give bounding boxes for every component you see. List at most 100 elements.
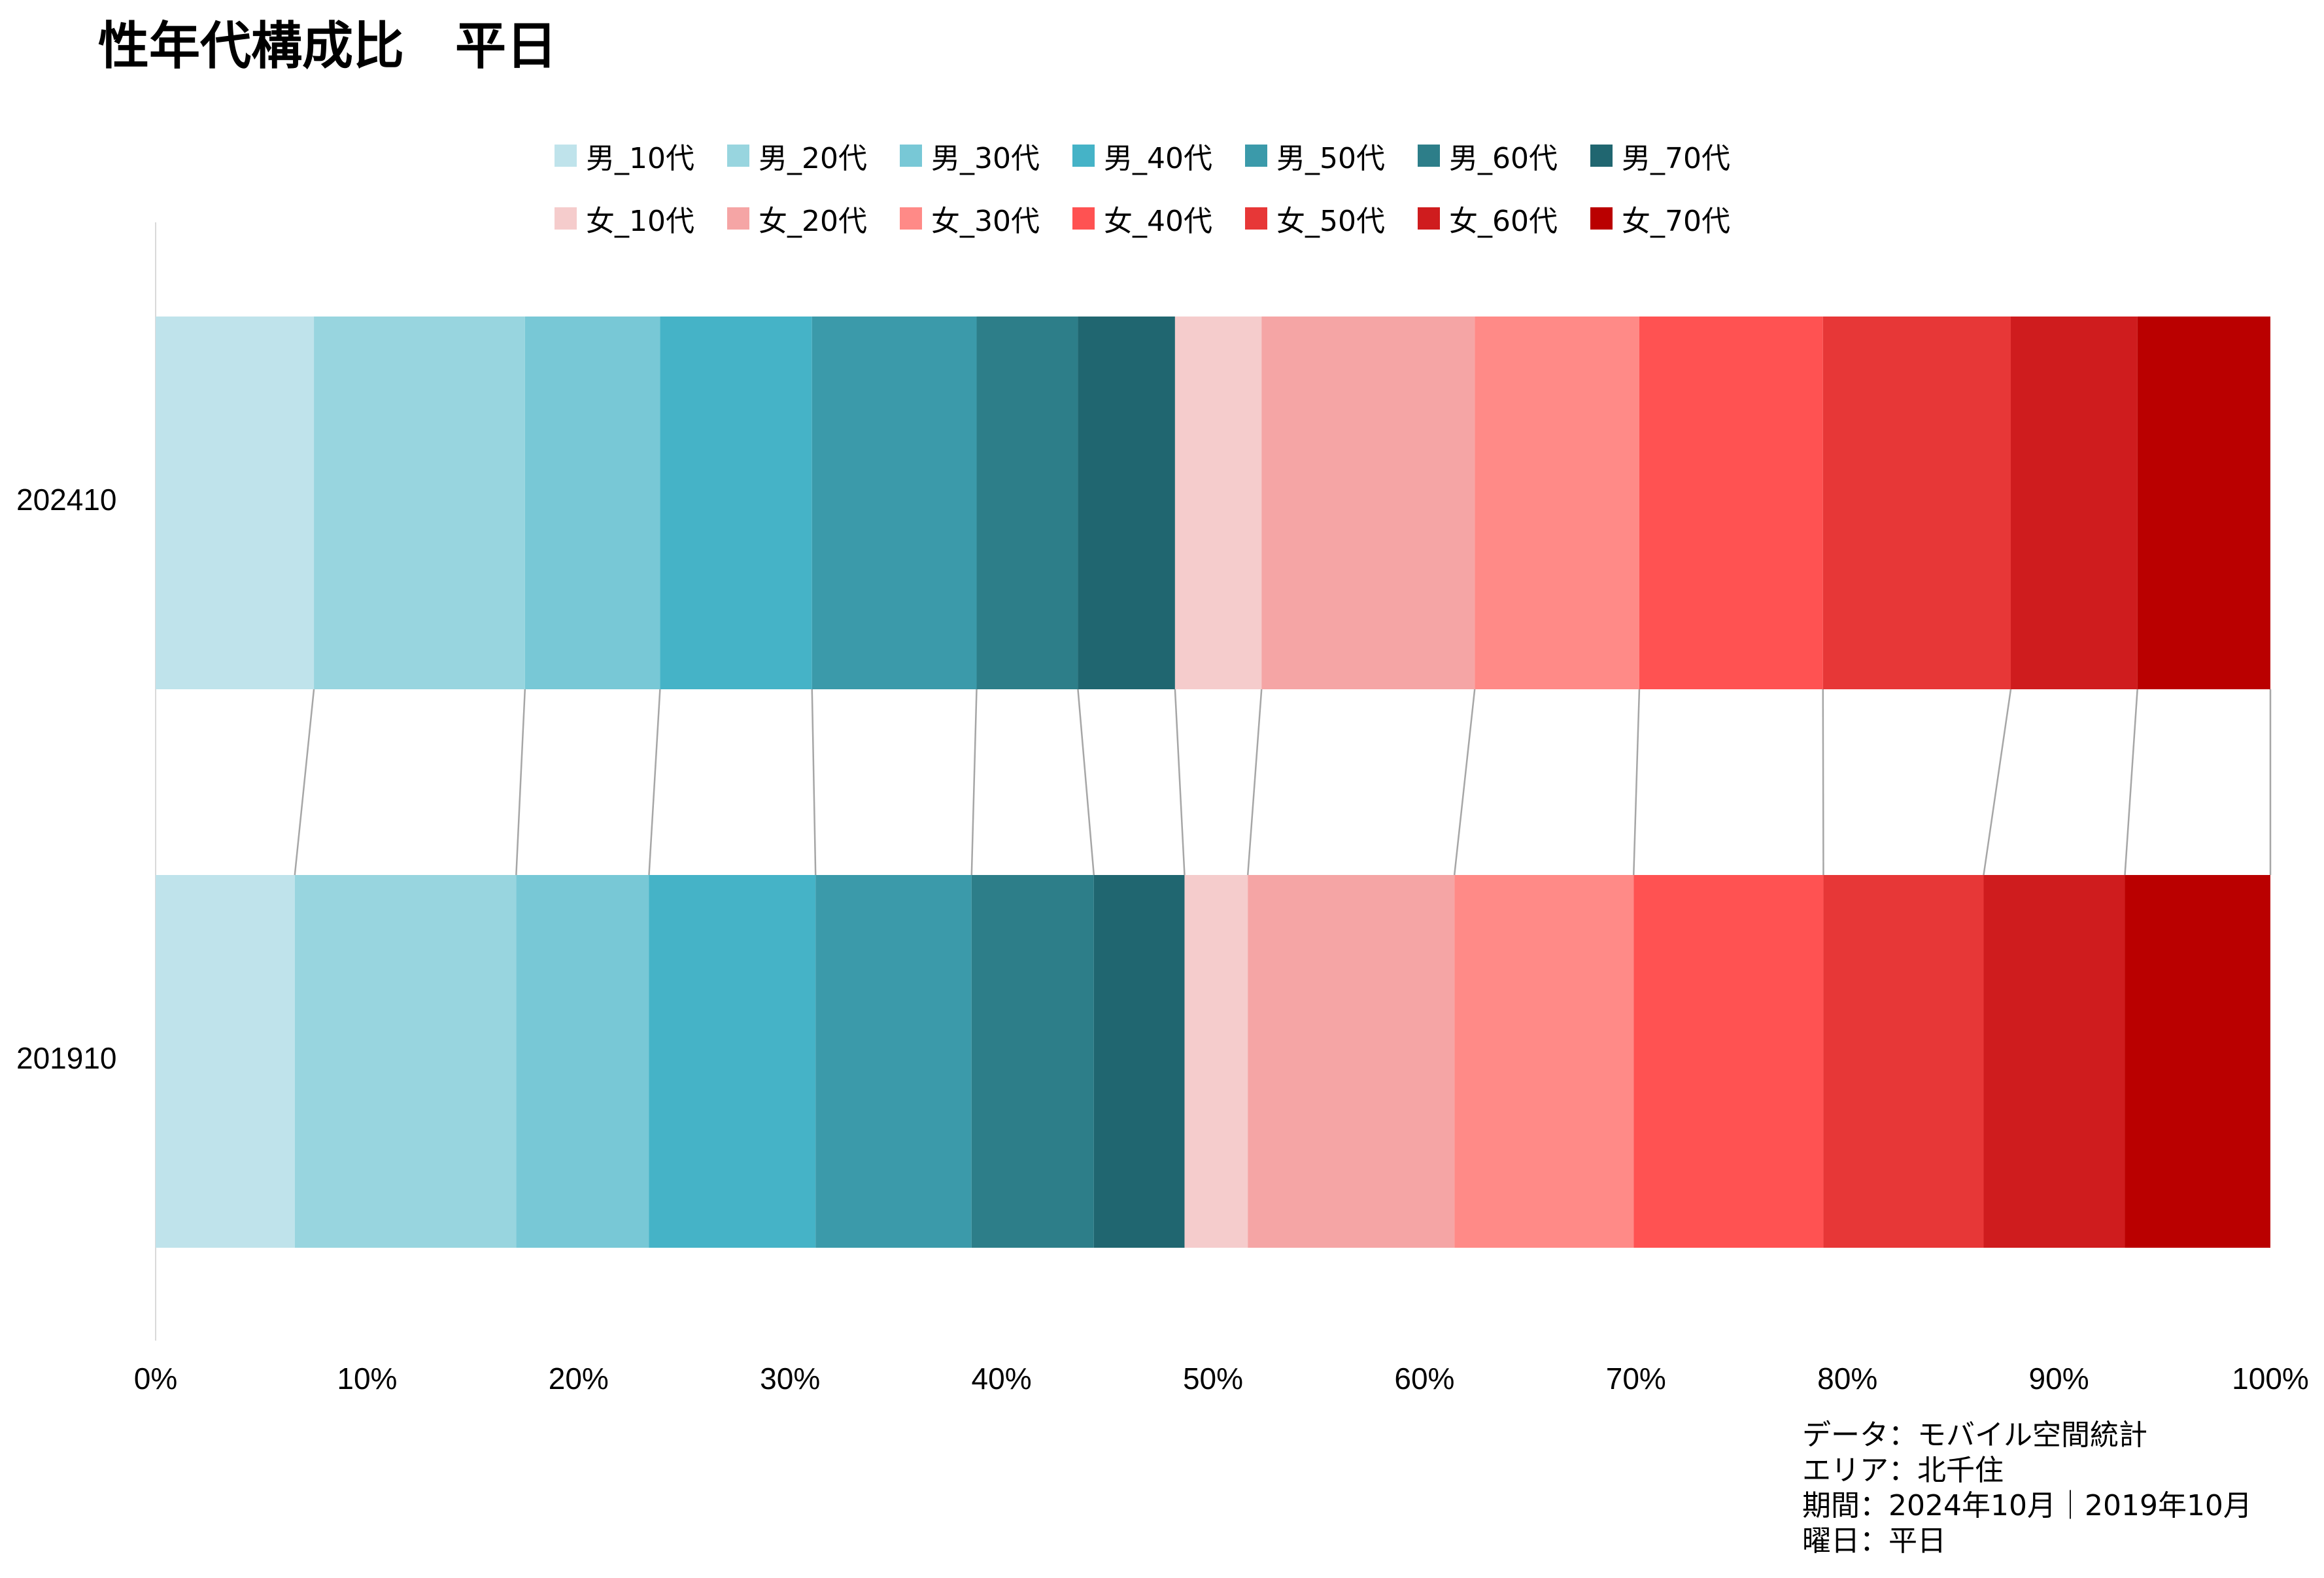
bar-segment-202410-1: [156, 317, 315, 689]
legend-swatch: [1418, 207, 1440, 230]
x-tick-label-3: 30%: [760, 1362, 820, 1396]
connector-line-7: [1174, 689, 1186, 876]
connector-line-3: [648, 689, 661, 876]
bar-segment-201910-9: [1248, 875, 1455, 1248]
bar-segment-201910-2: [294, 875, 517, 1248]
bar-segment-202410-9: [1261, 317, 1475, 689]
legend-item-14: 女_70代: [1590, 197, 1763, 239]
x-tick-label-6: 60%: [1394, 1362, 1454, 1396]
legend-item-4: 男_40代: [1072, 135, 1245, 177]
bar-segment-201910-10: [1454, 875, 1634, 1248]
bar-segment-201910-5: [815, 875, 972, 1248]
legend-item-10: 女_30代: [900, 197, 1072, 239]
caption-data-source: データ：モバイル空間統計: [1802, 1418, 2147, 1452]
bar-segment-202410-14: [2137, 317, 2270, 689]
legend-label: 女_70代: [1622, 205, 1730, 238]
legend-swatch: [900, 207, 922, 230]
legend-label: 女_60代: [1449, 205, 1558, 238]
legend-swatch: [1245, 145, 1267, 167]
legend-item-1: 男_10代: [555, 135, 727, 177]
x-tick-label-10: 100%: [2232, 1362, 2309, 1396]
legend: 男_10代 男_20代 男_30代 男_40代 男_50代 男_60代 男_70代 女_10…: [555, 124, 1763, 250]
connector-line-9: [1453, 689, 1476, 876]
bar-segment-201910-4: [649, 875, 816, 1248]
bar-segment-202410-13: [2011, 317, 2138, 689]
legend-label: 男_70代: [1622, 142, 1730, 175]
legend-item-12: 女_50代: [1245, 197, 1418, 239]
legend-swatch: [1418, 145, 1440, 167]
connector-line-2: [515, 689, 526, 876]
legend-swatch: [727, 145, 749, 167]
bar-segment-201910-13: [1983, 875, 2125, 1248]
caption-weekday: 曜日：平日: [1802, 1524, 1946, 1558]
legend-item-3: 男_30代: [900, 135, 1072, 177]
x-tick-label-2: 20%: [549, 1362, 609, 1396]
x-tick-label-4: 40%: [972, 1362, 1032, 1396]
legend-swatch: [1590, 145, 1613, 167]
legend-item-5: 男_50代: [1245, 135, 1418, 177]
legend-label: 女_10代: [586, 205, 694, 238]
bar-segment-201910-3: [516, 875, 649, 1248]
bar-segment-202410-12: [1822, 317, 2011, 689]
connector-line-5: [970, 689, 978, 876]
bar-segment-201910-6: [971, 875, 1094, 1248]
legend-item-2: 男_20代: [727, 135, 900, 177]
x-tick-label-7: 70%: [1606, 1362, 1666, 1396]
caption-period: 期間：2024年10月｜2019年10月: [1802, 1489, 2252, 1522]
bar-segment-202410-6: [976, 317, 1078, 689]
bar-segment-202410-11: [1639, 317, 1823, 689]
x-tick-label-9: 90%: [2029, 1362, 2089, 1396]
x-tick-label-0: 0%: [134, 1362, 177, 1396]
legend-label: 男_10代: [586, 142, 694, 175]
bar-segment-201910-1: [156, 875, 295, 1248]
legend-swatch: [727, 207, 749, 230]
connector-line-8: [1246, 689, 1263, 876]
legend-label: 男_20代: [759, 142, 867, 175]
legend-swatch: [1245, 207, 1267, 230]
bar-segment-201910-8: [1184, 875, 1248, 1248]
legend-label: 女_50代: [1276, 205, 1385, 238]
chart-title: 性年代構成比 平日: [98, 17, 558, 76]
legend-swatch: [1590, 207, 1613, 230]
caption: データ：モバイル空間統計 エリア：北千住 期間：2024年10月｜2019年10…: [1802, 1418, 2252, 1559]
legend-swatch: [555, 145, 577, 167]
legend-swatch: [1072, 145, 1095, 167]
bar-segment-202410-2: [314, 317, 525, 689]
x-tick-label-1: 10%: [337, 1362, 397, 1396]
legend-item-6: 男_60代: [1418, 135, 1590, 177]
legend-label: 男_60代: [1449, 142, 1558, 175]
legend-item-13: 女_60代: [1418, 197, 1590, 239]
category-label-201910: 201910: [16, 1041, 117, 1075]
legend-swatch: [555, 207, 577, 230]
x-tick-label-5: 50%: [1183, 1362, 1243, 1396]
legend-label: 女_40代: [1104, 205, 1212, 238]
legend-item-8: 女_10代: [555, 197, 727, 239]
legend-swatch: [1072, 207, 1095, 230]
connector-line-13: [2124, 689, 2138, 876]
legend-label: 男_30代: [931, 142, 1040, 175]
legend-row-male: 男_10代 男_20代 男_30代 男_40代 男_50代 男_60代 男_70代: [555, 124, 1763, 187]
legend-label: 男_50代: [1276, 142, 1385, 175]
bar-segment-201910-14: [2125, 875, 2270, 1248]
connector-line-11: [1822, 689, 1824, 876]
legend-item-9: 女_20代: [727, 197, 900, 239]
bar-segment-202410-5: [812, 317, 977, 689]
bar-segment-201910-11: [1633, 875, 1824, 1248]
connector-line-1: [294, 689, 315, 876]
bar-segment-202410-10: [1475, 317, 1639, 689]
legend-label: 男_40代: [1104, 142, 1212, 175]
bar-segment-202410-3: [524, 317, 660, 689]
category-label-202410: 202410: [16, 483, 117, 517]
connector-line-10: [1633, 689, 1641, 876]
bar-segment-201910-12: [1823, 875, 1984, 1248]
bar-segment-202410-4: [660, 317, 812, 689]
x-tick-label-8: 80%: [1817, 1362, 1877, 1396]
bar-segment-202410-8: [1174, 317, 1262, 689]
connector-line-6: [1077, 689, 1095, 876]
bar-segment-202410-7: [1078, 317, 1175, 689]
connector-line-4: [811, 689, 817, 876]
caption-area: エリア：北千住: [1802, 1454, 2004, 1487]
connector-line-12: [1983, 689, 2012, 876]
legend-row-female: 女_10代 女_20代 女_30代 女_40代 女_50代 女_60代 女_70代: [555, 187, 1763, 250]
